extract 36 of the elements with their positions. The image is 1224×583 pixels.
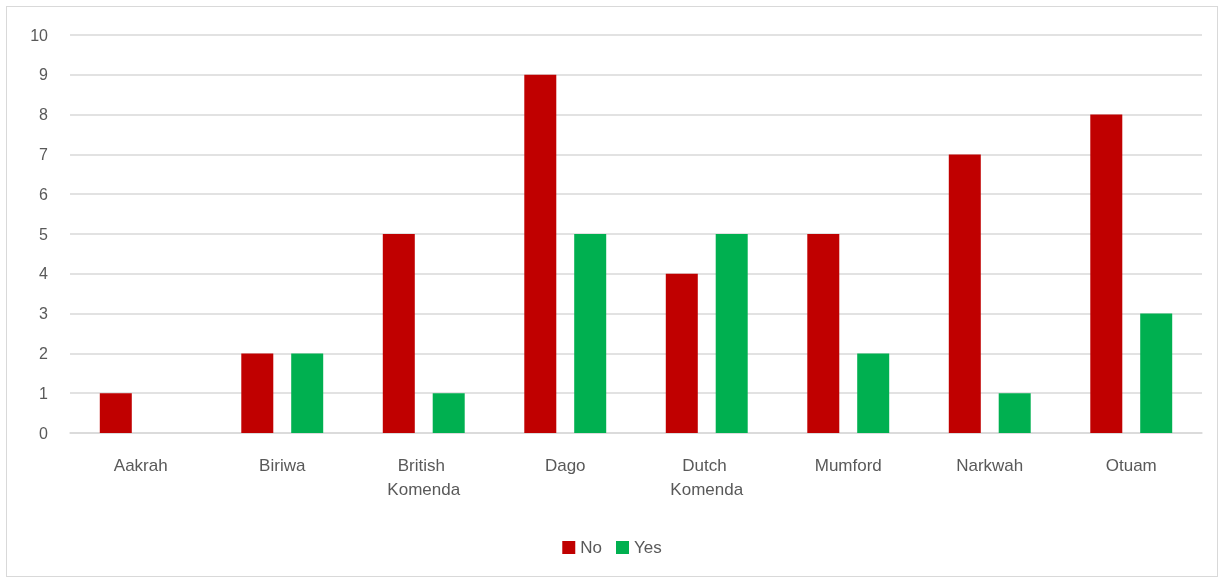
y-tick-label: 6: [39, 185, 49, 203]
legend-label: No: [580, 538, 602, 557]
y-tick-label: 5: [39, 225, 49, 243]
x-tick-label: Aakrah: [113, 455, 168, 475]
bar: [807, 234, 840, 433]
bar: [99, 393, 132, 433]
bar: [1090, 114, 1123, 433]
y-tick-label: 2: [39, 344, 49, 362]
bar: [948, 154, 981, 433]
x-tick-label: Biriwa: [259, 455, 306, 475]
y-tick-label: 7: [39, 145, 49, 163]
bar: [241, 353, 274, 433]
x-tick-label: British Komenda: [387, 455, 461, 499]
y-tick-label: 10: [30, 26, 49, 44]
y-tick-label: 9: [39, 66, 49, 84]
x-tick-label: Dago: [544, 455, 586, 475]
x-tick-label: Otuam: [1105, 455, 1157, 475]
x-tick-label: Mumford: [814, 455, 882, 475]
x-tick-label: Narkwah: [956, 455, 1024, 475]
y-tick-label: 0: [39, 424, 49, 442]
y-tick-label: 3: [39, 305, 49, 323]
bar: [432, 393, 465, 433]
y-tick-label: 1: [39, 384, 49, 402]
bar: [291, 353, 324, 433]
bar: [574, 234, 607, 433]
bar: [715, 234, 748, 433]
bar: [857, 353, 890, 433]
bar: [524, 74, 557, 433]
y-tick-label: 4: [39, 265, 49, 283]
bar: [998, 393, 1031, 433]
bar: [1140, 313, 1173, 433]
x-tick-label: Dutch Komenda: [670, 455, 744, 499]
legend-label: Yes: [634, 538, 662, 557]
bar: [382, 234, 415, 433]
y-tick-label: 8: [39, 106, 49, 124]
bar: [665, 273, 698, 433]
